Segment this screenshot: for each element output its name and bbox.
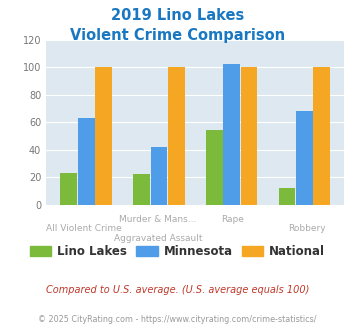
Text: Robbery: Robbery xyxy=(288,224,326,233)
Text: Murder & Mans...: Murder & Mans... xyxy=(119,214,197,223)
Text: Rape: Rape xyxy=(221,214,244,223)
Bar xyxy=(223,64,240,205)
Text: Violent Crime Comparison: Violent Crime Comparison xyxy=(70,28,285,43)
Bar xyxy=(313,67,330,205)
Bar xyxy=(279,188,295,205)
Bar xyxy=(151,147,167,205)
Text: Aggravated Assault: Aggravated Assault xyxy=(114,234,202,243)
Bar xyxy=(296,111,313,205)
Text: 2019 Lino Lakes: 2019 Lino Lakes xyxy=(111,8,244,23)
Text: © 2025 CityRating.com - https://www.cityrating.com/crime-statistics/: © 2025 CityRating.com - https://www.city… xyxy=(38,315,317,324)
Bar xyxy=(78,118,94,205)
Legend: Lino Lakes, Minnesota, National: Lino Lakes, Minnesota, National xyxy=(25,240,330,263)
Text: All Violent Crime: All Violent Crime xyxy=(45,224,121,233)
Bar xyxy=(133,174,150,205)
Text: Compared to U.S. average. (U.S. average equals 100): Compared to U.S. average. (U.S. average … xyxy=(46,285,309,295)
Bar xyxy=(206,130,223,205)
Bar xyxy=(60,173,77,205)
Bar xyxy=(95,67,112,205)
Bar xyxy=(168,67,185,205)
Bar xyxy=(241,67,257,205)
